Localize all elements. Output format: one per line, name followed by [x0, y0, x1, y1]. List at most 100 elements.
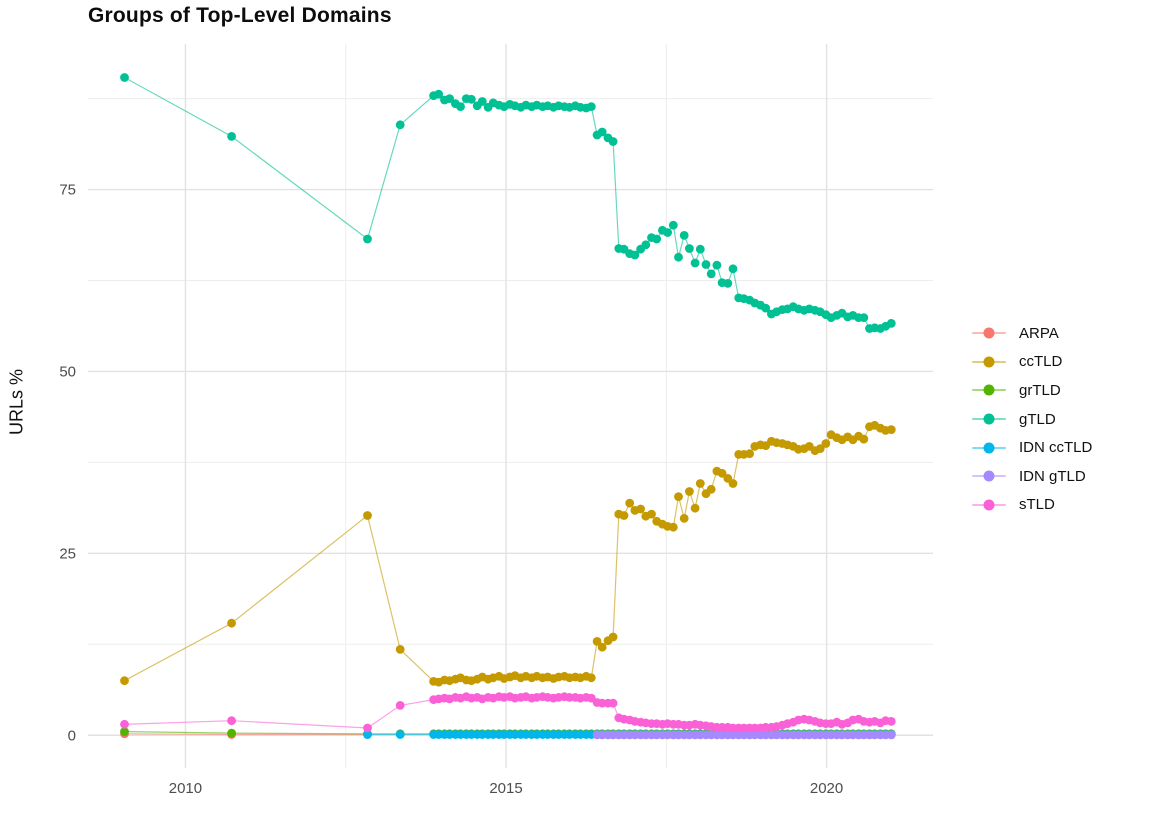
data-point-gtld	[120, 73, 129, 82]
y-tick-label: 75	[59, 182, 76, 199]
data-point-stld	[395, 701, 405, 710]
legend-label: grTLD	[1019, 381, 1061, 399]
data-point-cctld	[745, 449, 754, 459]
x-tick-label: 2010	[169, 780, 202, 797]
data-point-gtld	[723, 279, 733, 288]
legend-key-icon	[972, 384, 1006, 397]
x-tick-label: 2015	[489, 780, 522, 797]
data-point-gtld	[690, 258, 700, 268]
data-point-cctld	[227, 618, 237, 628]
data-point-cctld	[668, 522, 678, 532]
data-point-gtld	[668, 220, 678, 230]
y-tick-label: 0	[68, 727, 76, 744]
data-point-stld	[886, 717, 896, 726]
legend-label: IDN gTLD	[1019, 467, 1086, 485]
data-point-gtld	[363, 234, 372, 244]
data-point-cctld	[597, 642, 607, 652]
data-point-gtld	[706, 269, 716, 279]
data-point-gtld	[663, 228, 672, 237]
data-point-gtld	[695, 244, 705, 254]
legend-key-icon	[972, 498, 1006, 511]
data-point-gtld	[395, 120, 405, 130]
legend-item-idn-gtld: IDN gTLD	[972, 462, 1092, 491]
data-point-gtld	[685, 244, 694, 253]
data-point-cctld	[815, 444, 825, 453]
data-point-cctld	[120, 676, 129, 686]
data-point-gtld	[467, 94, 476, 104]
data-point-cctld	[586, 673, 596, 683]
data-point-gtld	[674, 252, 683, 262]
data-point-cctld	[859, 434, 869, 444]
legend-label: gTLD	[1019, 410, 1056, 428]
data-point-gtld	[586, 102, 596, 111]
data-point-gtld	[886, 319, 896, 328]
chart-title: Groups of Top-Level Domains	[88, 4, 392, 27]
data-point-cctld	[695, 479, 705, 488]
data-point-gtld	[608, 137, 618, 146]
legend: ARPA ccTLD grTLD gTLD IDN ccTLD IDN gTLD sTLD	[972, 319, 1092, 519]
data-point-cctld	[821, 439, 831, 448]
legend-label: sTLD	[1019, 496, 1055, 514]
data-point-cctld	[619, 511, 629, 520]
data-point-gtld	[712, 260, 722, 270]
legend-item-stld: sTLD	[972, 491, 1092, 520]
legend-key-icon	[972, 413, 1006, 426]
data-point-grtld	[227, 728, 237, 738]
legend-label: ccTLD	[1019, 353, 1063, 371]
y-axis-title: URLs %	[6, 368, 27, 436]
legend-label: ARPA	[1019, 324, 1059, 342]
legend-item-cctld: ccTLD	[972, 348, 1092, 377]
data-point-cctld	[685, 487, 694, 496]
series-line-gtld	[124, 76, 892, 330]
data-point-cctld	[395, 645, 405, 654]
legend-item-gtld: gTLD	[972, 405, 1092, 434]
data-point-gtld	[728, 264, 738, 274]
data-point-cctld	[886, 425, 896, 434]
data-point-gtld	[227, 132, 237, 141]
x-tick-label: 2020	[810, 780, 843, 797]
data-point-stld	[120, 719, 129, 729]
data-point-cctld	[363, 511, 372, 520]
data-point-cctld	[690, 503, 700, 513]
data-point-idn-cctld	[363, 730, 372, 739]
data-point-cctld	[592, 637, 602, 646]
legend-item-idn-cctld: IDN ccTLD	[972, 433, 1092, 462]
data-point-gtld	[652, 234, 662, 244]
y-tick-label: 50	[59, 363, 76, 380]
legend-item-arpa: ARPA	[972, 319, 1092, 348]
data-point-gtld	[434, 89, 444, 99]
data-point-cctld	[679, 514, 689, 523]
legend-key-icon	[972, 355, 1006, 368]
data-point-cctld	[647, 509, 656, 519]
data-point-cctld	[625, 498, 635, 508]
data-point-gtld	[597, 127, 607, 137]
data-point-stld	[608, 698, 618, 708]
data-point-gtld	[859, 313, 869, 322]
data-point-idn-gtld	[886, 730, 896, 740]
legend-key-icon	[972, 441, 1006, 454]
data-point-gtld	[641, 240, 651, 250]
data-point-stld	[363, 723, 372, 733]
data-point-gtld	[679, 231, 689, 240]
data-point-gtld	[456, 102, 465, 111]
data-point-grtld	[120, 727, 129, 736]
data-point-gtld	[477, 97, 487, 106]
data-point-gtld	[701, 260, 711, 269]
legend-key-icon	[972, 327, 1006, 340]
data-point-cctld	[706, 484, 716, 494]
data-point-gtld	[630, 250, 640, 260]
legend-item-grtld: grTLD	[972, 376, 1092, 405]
data-point-cctld	[674, 492, 683, 501]
data-point-gtld	[445, 94, 454, 103]
data-point-cctld	[636, 504, 645, 514]
data-point-gtld	[761, 303, 771, 313]
y-tick-label: 25	[59, 545, 76, 562]
legend-label: IDN ccTLD	[1019, 439, 1093, 457]
data-point-cctld	[608, 632, 618, 642]
data-point-cctld	[728, 479, 738, 488]
data-point-cctld	[717, 468, 727, 478]
data-point-stld	[227, 716, 237, 726]
data-point-idn-cctld	[395, 730, 405, 739]
